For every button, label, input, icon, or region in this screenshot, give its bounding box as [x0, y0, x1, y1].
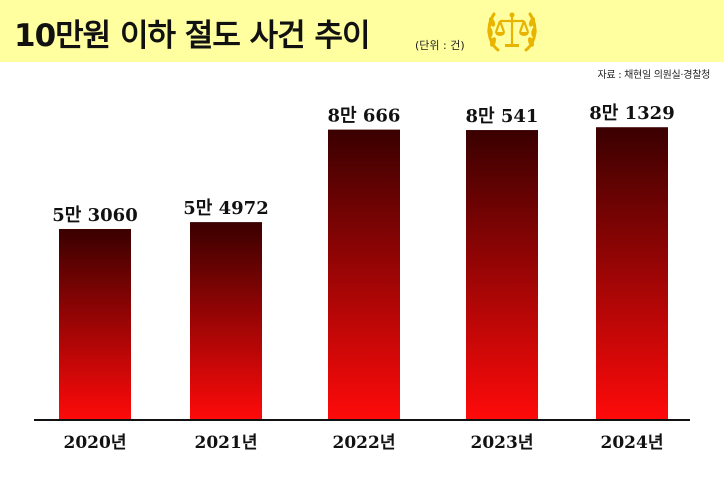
x-tick-label: 2021년 [195, 433, 258, 453]
header-banner [0, 0, 724, 62]
x-tick-label: 2022년 [333, 433, 396, 453]
x-tick-label: 2023년 [471, 433, 534, 453]
bar-value-label: 5만 4972 [183, 198, 268, 219]
bar-3 [466, 130, 538, 420]
x-tick-label: 2020년 [64, 433, 127, 453]
bar-0 [59, 228, 131, 420]
bar-value-label: 5만 3060 [52, 205, 137, 226]
page-title: 10만원 이하 절도 사건 추이 [14, 18, 371, 54]
bar-value-label: 8만 666 [328, 106, 401, 127]
scales-of-justice-icon [487, 12, 537, 52]
unit-label: (단위 : 건) [415, 39, 465, 52]
bar-2 [328, 129, 400, 420]
x-tick-label: 2024년 [601, 433, 664, 453]
bar-value-label: 8만 541 [466, 106, 539, 127]
bar-4 [596, 127, 668, 420]
source-note: 자료 : 채현일 의원실·경찰청 [597, 70, 711, 81]
bar-1 [190, 222, 262, 420]
bar-value-label: 8만 1329 [589, 103, 674, 124]
